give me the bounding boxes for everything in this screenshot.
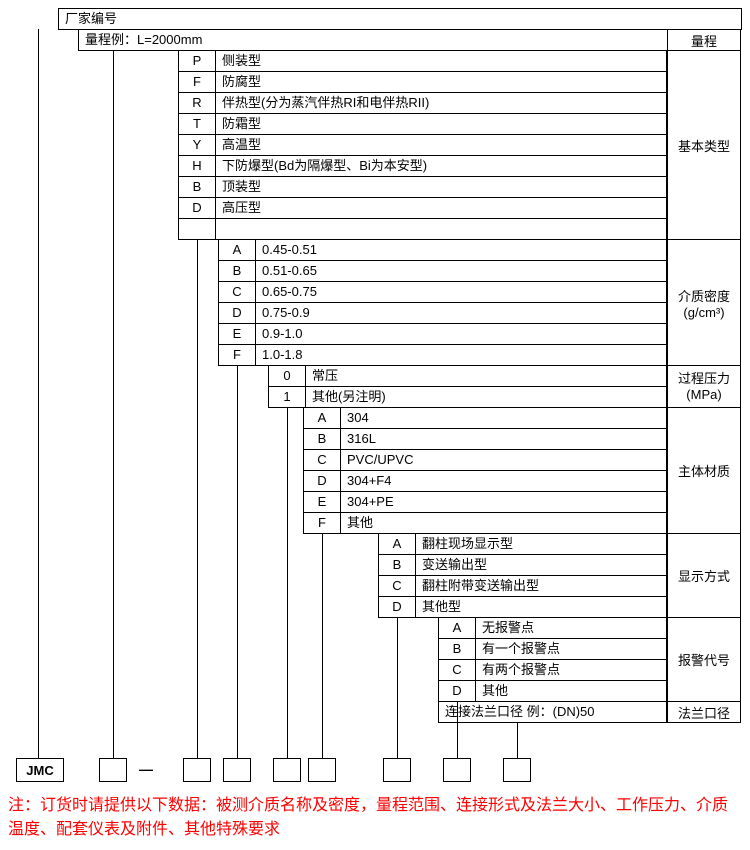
g4-code-3: D [303,470,341,492]
g2-desc-5: 1.0-1.8 [255,344,667,366]
g1-desc-1: 防腐型 [215,71,667,93]
g2-code-2: C [218,281,256,303]
g5-code-0: A [378,533,416,555]
box-3 [223,758,251,782]
box-1 [99,758,127,782]
g4-desc-5: 其他 [340,512,667,534]
g4-code-1: B [303,428,341,450]
g4-code-4: E [303,491,341,513]
box-5 [308,758,336,782]
vline-8 [517,722,518,758]
ordering-diagram: 厂家编号量程例：L=2000mm量程P侧装型F防腐型R伴热型(分为蒸汽伴热RI和… [8,8,742,790]
box-prefix: JMC [16,758,64,782]
label-flange: 法兰口径 [667,701,741,723]
g5-desc-1: 变送输出型 [415,554,667,576]
g6-code-3: D [438,680,476,702]
box-4 [273,758,301,782]
g2-code-1: B [218,260,256,282]
g3-desc-1: 其他(另注明) [305,386,667,408]
g5-desc-0: 翻柱现场显示型 [415,533,667,555]
g5-desc-2: 翻柱附带变送输出型 [415,575,667,597]
header-range: 量程例：L=2000mm [78,29,668,51]
label-material: 主体材质 [667,407,741,534]
g4-desc-1: 316L [340,428,667,450]
g6-code-2: C [438,659,476,681]
g5-code-2: C [378,575,416,597]
g2-code-4: E [218,323,256,345]
header-manufacturer: 厂家编号 [58,8,742,30]
g5-code-1: B [378,554,416,576]
g4-code-2: C [303,449,341,471]
g4-code-0: A [303,407,341,429]
label-density: 介质密度(g/cm³) [667,239,741,366]
vline-2 [197,239,198,758]
g1-code-0: P [178,50,216,72]
g1-code-6: B [178,176,216,198]
g1-desc-5: 下防爆型(Bd为隔爆型、Bi为本安型) [215,155,667,177]
g1-desc-2: 伴热型(分为蒸汽伴热RI和电伴热RII) [215,92,667,114]
g1-desc-4: 高温型 [215,134,667,156]
dash-1: ― [139,761,153,777]
g5-desc-3: 其他型 [415,596,667,618]
label-basic-type: 基本类型 [667,50,741,240]
g2-desc-0: 0.45-0.51 [255,239,667,261]
vline-4 [287,407,288,758]
g2-code-0: A [218,239,256,261]
g2-desc-2: 0.65-0.75 [255,281,667,303]
g1-code-4: Y [178,134,216,156]
g4-desc-2: PVC/UPVC [340,449,667,471]
box-6 [383,758,411,782]
g2-desc-3: 0.75-0.9 [255,302,667,324]
g1-code-3: T [178,113,216,135]
g6-code-0: A [438,617,476,639]
g1-desc-6: 顶装型 [215,176,667,198]
vline-5 [322,533,323,758]
g6-code-1: B [438,638,476,660]
g3-code-1: 1 [268,386,306,408]
label-pressure: 过程压力(MPa) [667,365,741,408]
g1-code-2: R [178,92,216,114]
footnote: 注：订货时请提供以下数据：被测介质名称及密度，量程范围、连接形式及法兰大小、工作… [8,794,742,842]
vline-6 [397,617,398,758]
label-alarm: 报警代号 [667,617,741,702]
g2-desc-4: 0.9-1.0 [255,323,667,345]
vline-7 [457,701,458,758]
box-2 [183,758,211,782]
g1-code-7: D [178,197,216,219]
label-range: 量程 [667,29,741,51]
g1-desc-8 [215,218,667,240]
vline-1 [113,50,114,758]
g1-code-5: H [178,155,216,177]
g4-desc-4: 304+PE [340,491,667,513]
vline-0 [38,29,39,758]
g4-code-5: F [303,512,341,534]
g4-desc-0: 304 [340,407,667,429]
g7-desc: 连接法兰口径 例：(DN)50 [438,701,667,723]
g4-desc-3: 304+F4 [340,470,667,492]
g1-code-8 [178,218,216,240]
g1-desc-3: 防霜型 [215,113,667,135]
label-display: 显示方式 [667,533,741,618]
g6-desc-0: 无报警点 [475,617,667,639]
g2-desc-1: 0.51-0.65 [255,260,667,282]
vline-3 [237,365,238,758]
g1-code-1: F [178,71,216,93]
g6-desc-2: 有两个报警点 [475,659,667,681]
box-7 [443,758,471,782]
g6-desc-3: 其他 [475,680,667,702]
g2-code-5: F [218,344,256,366]
g2-code-3: D [218,302,256,324]
g5-code-3: D [378,596,416,618]
g3-code-0: 0 [268,365,306,387]
g1-desc-0: 侧装型 [215,50,667,72]
g3-desc-0: 常压 [305,365,667,387]
g1-desc-7: 高压型 [215,197,667,219]
box-8 [503,758,531,782]
g6-desc-1: 有一个报警点 [475,638,667,660]
